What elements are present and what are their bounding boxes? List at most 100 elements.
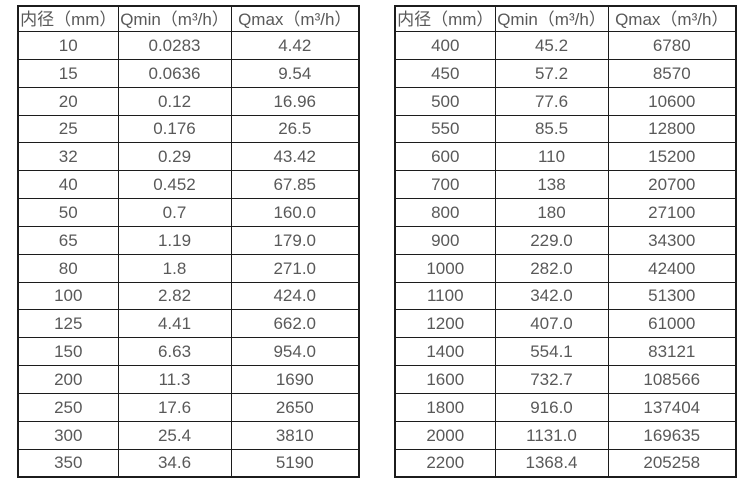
table-row: 150 6.63 954.0 [17, 337, 360, 367]
table-cell: 10600 [607, 86, 737, 116]
table-cell: 2650 [230, 392, 360, 422]
table-cell: 0.452 [117, 170, 232, 200]
table-row: 350 34.6 5190 [17, 448, 360, 478]
table-row: 1200 407.0 61000 [394, 309, 737, 339]
table-row: 1400 554.1 83121 [394, 337, 737, 367]
table-cell: 0.12 [117, 86, 232, 116]
table-row: 15 0.0636 9.54 [17, 58, 360, 88]
table-row: 300 25.4 3810 [17, 420, 360, 450]
table-cell: 662.0 [230, 309, 360, 339]
table-cell: 125 [17, 309, 119, 339]
table-cell: 229.0 [494, 225, 609, 255]
column-header: 内径（mm） [17, 5, 119, 33]
table-cell: 0.29 [117, 142, 232, 172]
table-cell: 5190 [230, 448, 360, 478]
table-cell: 9.54 [230, 58, 360, 88]
table-cell: 20700 [607, 170, 737, 200]
table-cell: 554.1 [494, 337, 609, 367]
table-cell: 100 [17, 281, 119, 311]
table-cell: 4.41 [117, 309, 232, 339]
table-row: 125 4.41 662.0 [17, 309, 360, 339]
column-header: Qmin（m³/h） [117, 5, 232, 33]
table-cell: 10 [17, 31, 119, 60]
table-cell: 407.0 [494, 309, 609, 339]
table-cell: 1690 [230, 365, 360, 394]
table-cell: 282.0 [494, 253, 609, 283]
table-cell: 350 [17, 448, 119, 478]
table-cell: 17.6 [117, 392, 232, 422]
table-row: 100 2.82 424.0 [17, 281, 360, 311]
table-cell: 550 [394, 114, 496, 144]
table-row: 900 229.0 34300 [394, 225, 737, 255]
table-cell: 83121 [607, 337, 737, 367]
table-cell: 342.0 [494, 281, 609, 311]
flow-table-large-diameters: 内径（mm） Qmin（m³/h） Qmax（m³/h） 400 45.2 6780 45… [394, 5, 737, 478]
table-row: 700 138 20700 [394, 170, 737, 200]
table-cell: 2200 [394, 448, 496, 478]
table-cell: 916.0 [494, 392, 609, 422]
table-cell: 15200 [607, 142, 737, 172]
table-cell: 40 [17, 170, 119, 200]
table-cell: 26.5 [230, 114, 360, 144]
table-cell: 169635 [607, 420, 737, 450]
table-cell: 2.82 [117, 281, 232, 311]
table-cell: 85.5 [494, 114, 609, 144]
table-cell: 600 [394, 142, 496, 172]
column-header: Qmax（m³/h） [230, 5, 360, 33]
table-cell: 300 [17, 420, 119, 450]
table-cell: 57.2 [494, 58, 609, 88]
table-row: 10 0.0283 4.42 [17, 31, 360, 60]
table-cell: 20 [17, 86, 119, 116]
table-cell: 45.2 [494, 31, 609, 60]
table-cell: 34.6 [117, 448, 232, 478]
table-cell: 27100 [607, 198, 737, 227]
table-cell: 0.0283 [117, 31, 232, 60]
table-cell: 954.0 [230, 337, 360, 367]
table-row: 450 57.2 8570 [394, 58, 737, 88]
table-cell: 3810 [230, 420, 360, 450]
table-cell: 900 [394, 225, 496, 255]
table-row: 2000 1131.0 169635 [394, 420, 737, 450]
table-cell: 400 [394, 31, 496, 60]
table-cell: 160.0 [230, 198, 360, 227]
table-row: 80 1.8 271.0 [17, 253, 360, 283]
table-cell: 65 [17, 225, 119, 255]
column-header: Qmax（m³/h） [607, 5, 737, 33]
table-cell: 43.42 [230, 142, 360, 172]
header-row: 内径（mm） Qmin（m³/h） Qmax（m³/h） [17, 5, 360, 33]
table-cell: 250 [17, 392, 119, 422]
table-row: 25 0.176 26.5 [17, 114, 360, 144]
table-row: 500 77.6 10600 [394, 86, 737, 116]
table-row: 1800 916.0 137404 [394, 392, 737, 422]
table-cell: 1400 [394, 337, 496, 367]
table-cell: 1368.4 [494, 448, 609, 478]
table-cell: 800 [394, 198, 496, 227]
table-cell: 6.63 [117, 337, 232, 367]
table-cell: 180 [494, 198, 609, 227]
table-cell: 0.176 [117, 114, 232, 144]
table-cell: 1100 [394, 281, 496, 311]
table-cell: 0.0636 [117, 58, 232, 88]
table-cell: 150 [17, 337, 119, 367]
table-cell: 1000 [394, 253, 496, 283]
table-row: 65 1.19 179.0 [17, 225, 360, 255]
table-cell: 1.19 [117, 225, 232, 255]
table-cell: 6780 [607, 31, 737, 60]
table-cell: 137404 [607, 392, 737, 422]
table-cell: 25 [17, 114, 119, 144]
table-cell: 16.96 [230, 86, 360, 116]
table-row: 40 0.452 67.85 [17, 170, 360, 200]
table-cell: 200 [17, 365, 119, 394]
table-cell: 732.7 [494, 365, 609, 394]
table-row: 550 85.5 12800 [394, 114, 737, 144]
table-row: 600 110 15200 [394, 142, 737, 172]
table-cell: 50 [17, 198, 119, 227]
table-row: 32 0.29 43.42 [17, 142, 360, 172]
table-cell: 51300 [607, 281, 737, 311]
table-cell: 77.6 [494, 86, 609, 116]
table-row: 50 0.7 160.0 [17, 198, 360, 227]
table-cell: 0.7 [117, 198, 232, 227]
table-row: 20 0.12 16.96 [17, 86, 360, 116]
table-cell: 1200 [394, 309, 496, 339]
